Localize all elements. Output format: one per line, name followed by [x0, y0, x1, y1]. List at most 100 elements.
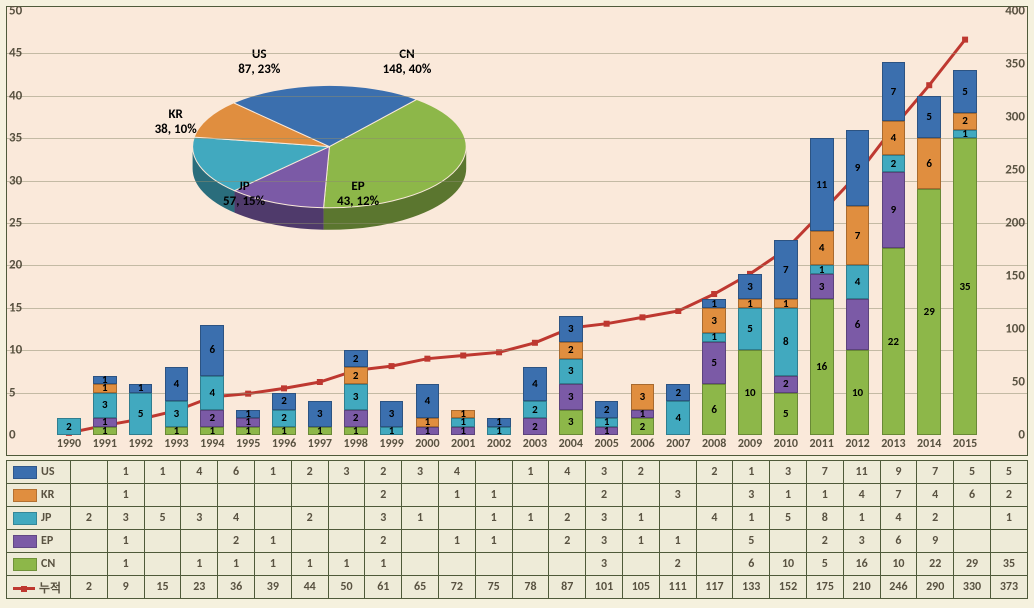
- gridline: [7, 265, 1027, 266]
- cell: [328, 484, 365, 507]
- bar-segment-EP: [236, 418, 260, 426]
- cell: 2: [696, 461, 733, 484]
- bar-segment-JP: [559, 359, 583, 384]
- cell: [402, 553, 439, 576]
- bar-segment-US: [953, 70, 977, 112]
- cell: 7: [806, 461, 843, 484]
- cell: [954, 507, 991, 530]
- cell: 61: [365, 576, 402, 599]
- cell: 3: [770, 461, 807, 484]
- cell: 2: [917, 507, 954, 530]
- x-tick-year: 2014: [917, 437, 941, 451]
- bar-segment-CN: [200, 427, 224, 435]
- cell: 4: [438, 461, 475, 484]
- bar-segment-EP: [559, 384, 583, 409]
- cell: 9: [107, 576, 144, 599]
- cell: 290: [917, 576, 954, 599]
- cell: [549, 553, 586, 576]
- cell: 7: [917, 461, 954, 484]
- x-tick-year: 2002: [487, 437, 511, 451]
- cell: [438, 507, 475, 530]
- cell: 22: [917, 553, 954, 576]
- cell: 4: [843, 484, 880, 507]
- cell: [622, 484, 659, 507]
- legend-JP: JP: [7, 507, 71, 530]
- bar-segment-KR: [559, 342, 583, 359]
- y-right-tick: 350: [1005, 57, 1025, 72]
- cell: 2: [990, 484, 1027, 507]
- bar-segment-CN: [631, 418, 655, 435]
- cell: 1: [291, 553, 328, 576]
- bar-segment-JP: [129, 393, 153, 435]
- bar-segment-JP: [774, 308, 798, 376]
- y-left-tick: 5: [9, 385, 16, 400]
- cell: 3: [107, 507, 144, 530]
- bar-segment-CN: [810, 299, 834, 435]
- bar-segment-JP: [57, 418, 81, 435]
- bar-segment-EP: [523, 418, 547, 435]
- cell: 2: [586, 484, 623, 507]
- x-tick-year: 2011: [810, 437, 834, 451]
- cell: 101: [586, 576, 623, 599]
- x-tick-year: 2007: [666, 437, 690, 451]
- cell: 1: [622, 530, 659, 553]
- bar-segment-JP: [344, 384, 368, 409]
- bar-segment-JP: [666, 401, 690, 435]
- x-tick-year: 2006: [630, 437, 654, 451]
- cell: [990, 530, 1027, 553]
- bar-segment-US: [200, 325, 224, 376]
- cell: 210: [843, 576, 880, 599]
- cell: 117: [696, 576, 733, 599]
- bar-segment-KR: [738, 299, 762, 307]
- bar-segment-EP: [882, 172, 906, 248]
- bar-segment-US: [774, 240, 798, 299]
- cell: 1: [990, 507, 1027, 530]
- y-right-tick: 150: [1005, 269, 1025, 284]
- cell: 3: [181, 507, 218, 530]
- x-tick-year: 1993: [164, 437, 188, 451]
- cell: 2: [71, 507, 108, 530]
- gridline: [7, 138, 1027, 139]
- bar-segment-US: [810, 138, 834, 231]
- bar-segment-EP: [631, 410, 655, 418]
- pie-label-JP: JP57, 15%: [223, 179, 265, 209]
- x-tick-year: 1994: [200, 437, 224, 451]
- cell: 2: [291, 507, 328, 530]
- cell: 105: [622, 576, 659, 599]
- cell: 35: [990, 553, 1027, 576]
- cell: 373: [990, 576, 1027, 599]
- cell: 111: [659, 576, 696, 599]
- cell: [254, 507, 291, 530]
- cell: 1: [107, 484, 144, 507]
- cell: 2: [365, 530, 402, 553]
- bar-segment-CN: [953, 138, 977, 435]
- bar-segment-KR: [774, 299, 798, 307]
- bar-segment-KR: [416, 418, 440, 426]
- cell: 2: [71, 576, 108, 599]
- cell: [144, 484, 181, 507]
- cell: [475, 553, 512, 576]
- cell: 4: [696, 507, 733, 530]
- cell: 10: [880, 553, 917, 576]
- cell: 36: [218, 576, 255, 599]
- cell: [402, 530, 439, 553]
- cell: 7: [880, 484, 917, 507]
- cell: 133: [733, 576, 770, 599]
- bar-segment-JP: [738, 308, 762, 350]
- y-right-tick: 250: [1005, 163, 1025, 178]
- cell: 1: [770, 484, 807, 507]
- x-tick-year: 2003: [523, 437, 547, 451]
- bar-segment-EP: [416, 427, 440, 435]
- cell: 1: [254, 530, 291, 553]
- cell: 1: [806, 484, 843, 507]
- bar-segment-JP: [93, 393, 117, 418]
- x-tick-year: 2015: [953, 437, 977, 451]
- y-right-tick: 100: [1005, 322, 1025, 337]
- bar-segment-EP: [595, 427, 619, 435]
- cell: 44: [291, 576, 328, 599]
- cell: 9: [880, 461, 917, 484]
- bar-segment-US: [666, 384, 690, 401]
- bar-segment-KR: [882, 121, 906, 155]
- bar-segment-KR: [846, 206, 870, 265]
- cell: [696, 530, 733, 553]
